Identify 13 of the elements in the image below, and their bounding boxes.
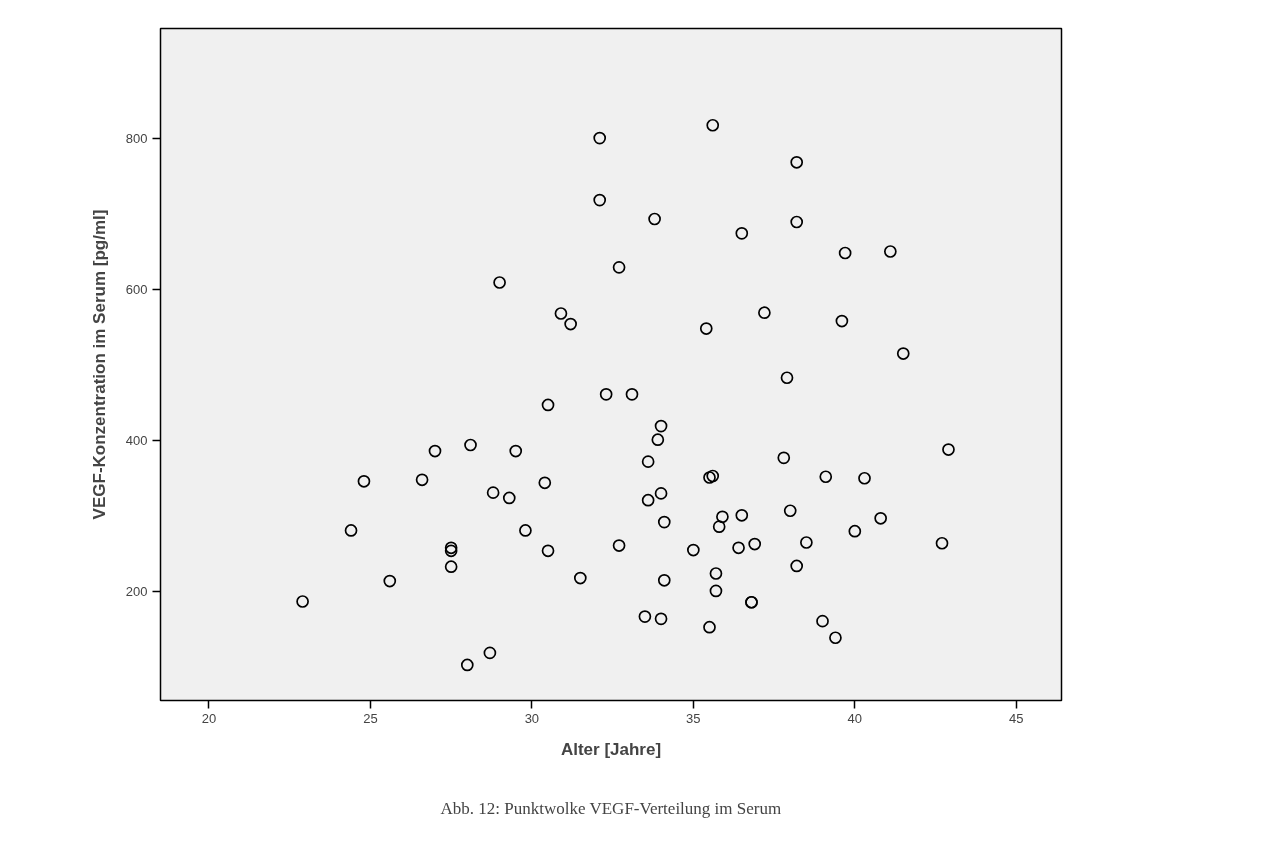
y-tick-label: 800 <box>125 130 148 146</box>
y-axis-title: VEGF-Konzentration im Serum [pg/ml] <box>89 209 109 520</box>
x-tick-label: 30 <box>524 710 540 726</box>
x-axis-title: Alter [Jahre] <box>560 739 662 759</box>
x-tick-label: 25 <box>363 710 378 726</box>
y-tick-label: 400 <box>125 432 148 448</box>
caption: Abb. 12: Punktwolke VEGF-Verteilung im Serum <box>440 798 782 818</box>
x-tick-label: 45 <box>1009 710 1024 726</box>
x-tick-label: 35 <box>686 710 701 726</box>
x-tick-label: 20 <box>201 710 217 726</box>
y-tick-label: 200 <box>125 584 148 600</box>
x-tick-label: 40 <box>847 710 863 726</box>
y-tick-label: 600 <box>125 281 148 297</box>
